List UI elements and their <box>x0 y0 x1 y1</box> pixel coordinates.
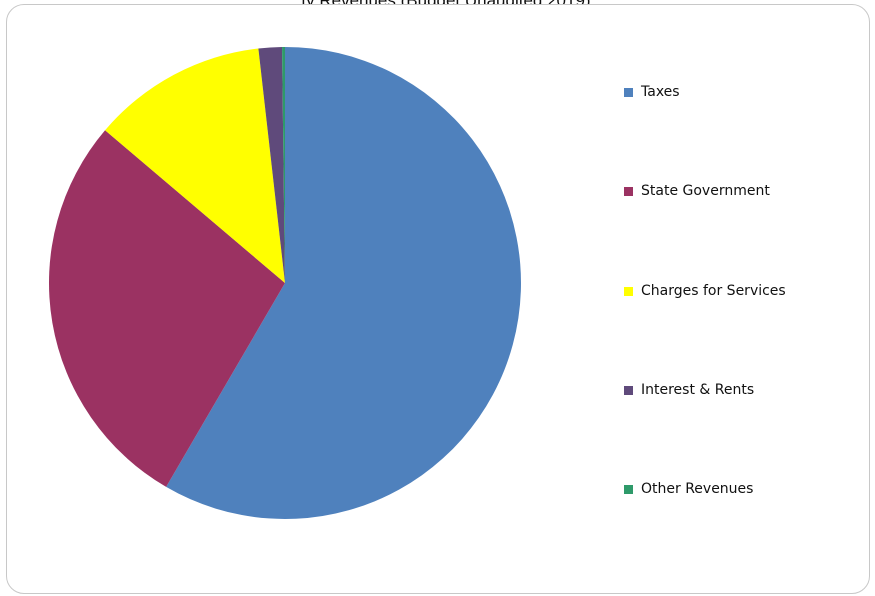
legend-swatch-other-revenues <box>624 484 633 494</box>
legend-swatch-charges-for-services <box>624 286 633 296</box>
legend-label-other-revenues: Other Revenues <box>641 481 754 497</box>
pie-slice-other-revenues <box>282 47 285 283</box>
legend-label-state-government: State Government <box>641 183 770 199</box>
legend-item-other-revenues: Other Revenues <box>624 481 753 497</box>
pie-slice-interest-rents <box>258 47 285 283</box>
pie-slice-state-government <box>48 130 285 487</box>
legend-item-taxes: Taxes <box>624 84 680 100</box>
pie-slice-taxes <box>166 47 521 520</box>
legend-item-state-government: State Government <box>624 183 770 199</box>
pie-slice-charges-for-services <box>105 48 285 284</box>
legend-label-taxes: Taxes <box>641 84 680 100</box>
legend-item-interest-rents: Interest & Rents <box>624 382 754 398</box>
legend-swatch-interest-rents <box>624 385 633 395</box>
legend-label-interest-rents: Interest & Rents <box>641 382 755 398</box>
legend-swatch-taxes <box>624 87 633 97</box>
legend-item-charges-for-services: Charges for Services <box>624 283 786 299</box>
legend-label-charges-for-services: Charges for Services <box>641 283 786 299</box>
legend-swatch-state-government <box>624 186 633 196</box>
